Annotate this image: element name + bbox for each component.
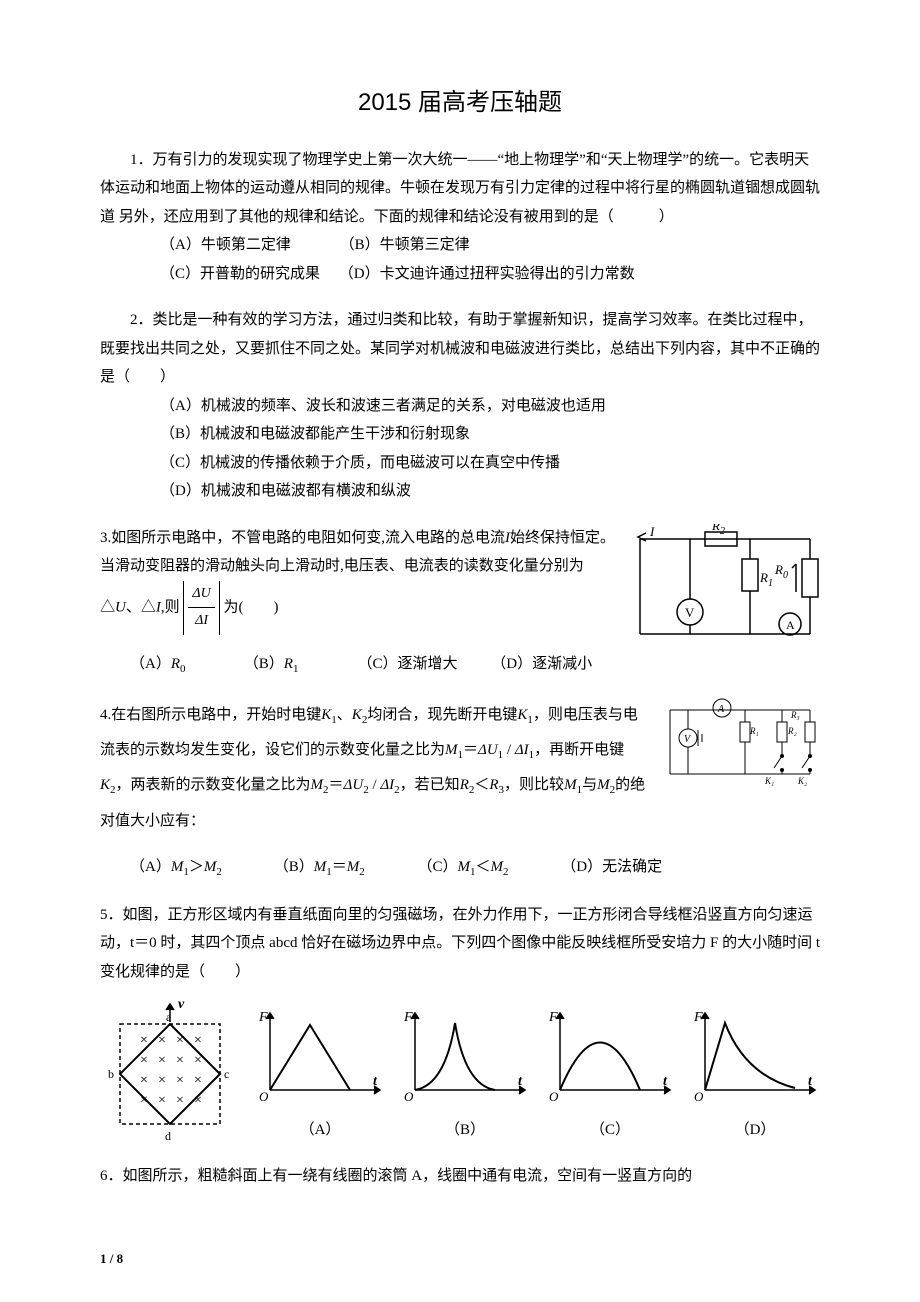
svg-text:I: I (649, 524, 655, 539)
svg-text:R₃: R₃ (790, 710, 800, 720)
svg-text:F: F (693, 1010, 703, 1025)
svg-text:×: × (176, 1053, 184, 1068)
question-4: A V R₁ R₂ R₃ K₁ K₂ 4.在右图所示电路中，开始时电键K1、K2… (100, 698, 820, 883)
question-1: 1．万有引力的发现实现了物理学史上第一次大统一——“地上物理学”和“天上物理学”… (100, 146, 820, 289)
svg-text:V: V (684, 734, 692, 745)
svg-text:t: t (663, 1074, 668, 1089)
q4-optC: （C）M1＜M2 (418, 853, 558, 883)
svg-text:t: t (518, 1074, 523, 1089)
svg-text:v: v (178, 997, 185, 1012)
svg-text:K₁: K₁ (764, 776, 774, 786)
q5-field-diagram: × × × × × × × × × × × × × × × × v a b c d (100, 994, 240, 1144)
q5-graph-A: F t O （A） (255, 1005, 385, 1144)
svg-text:R1: R1 (759, 570, 773, 589)
q5-stem: 5．如图，正方形区域内有垂直纸面向里的匀强磁场，在外力作用下，一正方形闭合导线框… (100, 901, 820, 987)
svg-text:A: A (786, 618, 795, 632)
page-title: 2015 届高考压轴题 (100, 80, 820, 126)
svg-text:O: O (404, 1089, 414, 1104)
q3-stem-1: 3.如图所示电路中，不管电路的电阻如何变,流入电路的总电流 (100, 530, 505, 546)
svg-text:×: × (158, 1033, 166, 1048)
q1-options-row2: （C）开普勒的研究成果 （D）卡文迪许通过扭秤实验得出的引力常数 (100, 260, 820, 289)
q3-stem-4: ,则 (161, 599, 180, 615)
q5-graph-B: F t O （B） (400, 1005, 530, 1144)
svg-text:F: F (548, 1010, 558, 1025)
svg-text:K₂: K₂ (797, 776, 807, 786)
q3-frac-num: ΔU (188, 581, 214, 609)
svg-text:×: × (176, 1033, 184, 1048)
q5-figures: × × × × × × × × × × × × × × × × v a b c d (100, 994, 820, 1144)
svg-text:×: × (140, 1053, 148, 1068)
svg-text:×: × (194, 1073, 202, 1088)
svg-text:c: c (224, 1067, 229, 1081)
svg-text:×: × (140, 1073, 148, 1088)
svg-text:×: × (194, 1053, 202, 1068)
question-5: 5．如图，正方形区域内有垂直纸面向里的匀强磁场，在外力作用下，一正方形闭合导线框… (100, 901, 820, 1145)
svg-text:×: × (176, 1073, 184, 1088)
svg-text:R0: R0 (774, 562, 788, 581)
q4-optA: （A）M1＞M2 (130, 853, 270, 883)
q3-stem-3: 、△ (126, 599, 156, 615)
q5-graph-D: F t O （D） (690, 1005, 820, 1144)
q3-abs: ΔUΔI (183, 581, 219, 635)
question-6: 6．如图所示，粗糙斜面上有一绕有线圈的滚筒 A，线圈中通有电流，空间有一竖直方向… (100, 1162, 820, 1191)
q5-graph-C: F t O （C） (545, 1005, 675, 1144)
q2-stem: 2．类比是一种有效的学习方法，通过归类和比较，有助于掌握新知识，提高学习效率。在… (100, 306, 820, 392)
q2-optB: （B）机械波和电磁波都能产生干涉和衍射现象 (100, 420, 820, 449)
question-3: I R2 R1 R0 V A 3.如图所示电路中，不管电路的电阻如何变,流入电路… (100, 524, 820, 680)
q1-optA: （A）牛顿第二定律 (160, 237, 291, 253)
q1-stem: 1．万有引力的发现实现了物理学史上第一次大统一——“地上物理学”和“天上物理学”… (100, 146, 820, 232)
q3-optC: （C）逐渐增大 (358, 650, 488, 679)
q4-optB: （B）M1＝M2 (274, 853, 414, 883)
svg-text:O: O (694, 1089, 704, 1104)
svg-text:×: × (158, 1073, 166, 1088)
q4-optD: （D）无法确定 (561, 853, 662, 882)
svg-text:d: d (165, 1129, 171, 1143)
q3-frac-den: ΔI (188, 608, 214, 635)
svg-text:V: V (685, 605, 695, 620)
svg-text:O: O (259, 1089, 269, 1104)
svg-text:b: b (108, 1067, 114, 1081)
svg-text:A: A (717, 704, 725, 715)
svg-text:×: × (176, 1093, 184, 1108)
q3-optB: （B）R1 (244, 650, 354, 680)
svg-text:F: F (403, 1010, 413, 1025)
svg-text:t: t (373, 1074, 378, 1089)
svg-text:R2: R2 (711, 524, 725, 537)
svg-text:×: × (140, 1033, 148, 1048)
question-2: 2．类比是一种有效的学习方法，通过归类和比较，有助于掌握新知识，提高学习效率。在… (100, 306, 820, 506)
q4-options: （A）M1＞M2 （B）M1＝M2 （C）M1＜M2 （D）无法确定 (100, 853, 820, 883)
q1-options-row1: （A）牛顿第二定律 （B）牛顿第三定律 (100, 231, 820, 260)
svg-text:×: × (140, 1093, 148, 1108)
svg-text:O: O (549, 1089, 559, 1104)
svg-text:×: × (194, 1033, 202, 1048)
svg-text:t: t (808, 1074, 813, 1089)
svg-text:F: F (258, 1010, 268, 1025)
q2-optC: （C）机械波的传播依赖于介质，而电磁波可以在真空中传播 (100, 449, 820, 478)
q1-optD: （D）卡文迪许通过扭秤实验得出的引力常数 (339, 266, 635, 282)
svg-text:a: a (166, 1010, 172, 1024)
svg-text:×: × (158, 1053, 166, 1068)
q2-optD: （D）机械波和电磁波都有横波和纵波 (100, 477, 820, 506)
svg-text:R₁: R₁ (749, 726, 759, 736)
q3-stem-5: 为( ) (223, 599, 278, 615)
svg-text:×: × (158, 1093, 166, 1108)
page-number: 1 / 8 (100, 1247, 123, 1272)
q3-circuit: I R2 R1 R0 V A (630, 524, 820, 665)
svg-text:R₂: R₂ (787, 726, 797, 736)
q6-stem: 6．如图所示，粗糙斜面上有一绕有线圈的滚筒 A，线圈中通有电流，空间有一竖直方向… (100, 1162, 820, 1191)
q2-optA: （A）机械波的频率、波长和波速三者满足的关系，对电磁波也适用 (100, 392, 820, 421)
q3-sym-U: U (115, 599, 126, 615)
svg-text:×: × (194, 1093, 202, 1108)
q3-optD: （D）逐渐减小 (491, 650, 592, 679)
q4-circuit: A V R₁ R₂ R₃ K₁ K₂ (660, 698, 820, 799)
q1-optB: （B）牛顿第三定律 (340, 237, 470, 253)
q1-optC: （C）开普勒的研究成果 (160, 266, 320, 282)
q3-optA: （A）R0 (130, 650, 240, 680)
